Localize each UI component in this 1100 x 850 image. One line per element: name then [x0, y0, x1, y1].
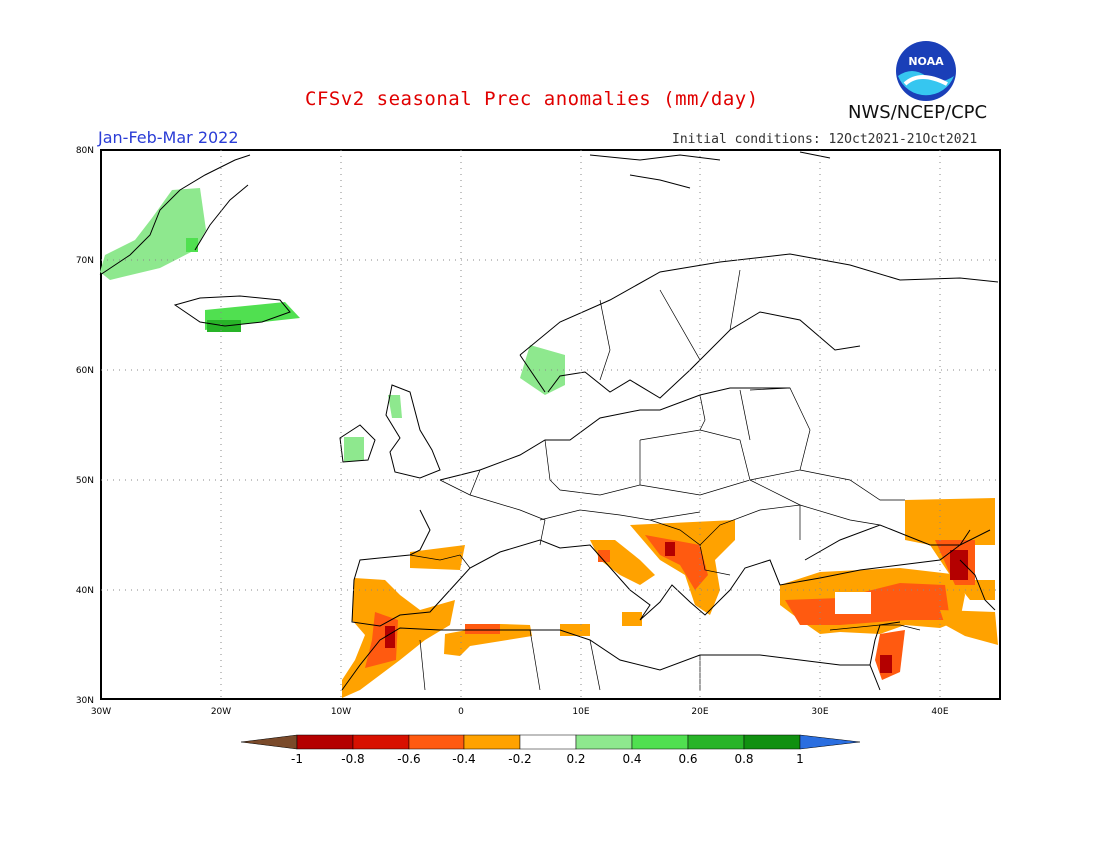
coastline-levant [869, 621, 901, 666]
wet-area-ireland [344, 437, 364, 462]
coastline-black-sea [804, 524, 971, 561]
legend-tick: 0.2 [566, 752, 585, 766]
legend-tick-labels: -1 -0.8 -0.6 -0.4 -0.2 0.2 0.4 0.6 0.8 1 [291, 752, 804, 766]
lat-label: 50N [76, 476, 94, 486]
legend-swatch [408, 734, 465, 750]
coastline-continent [351, 387, 991, 627]
border-ukraine [749, 479, 881, 526]
border-africa [419, 629, 701, 691]
border-russia [749, 387, 905, 501]
dry-area-sicily [622, 612, 642, 626]
wet-area-scotland [388, 395, 402, 418]
border-germany [544, 439, 641, 496]
legend-tick: 0.4 [622, 752, 641, 766]
dry-area-caucasus-strong [950, 550, 968, 580]
legend-tick: -0.8 [341, 752, 364, 766]
border-france [439, 469, 546, 546]
border-alps [539, 509, 701, 521]
legend-tick: -0.2 [508, 752, 531, 766]
dry-area-tunisia [560, 624, 590, 636]
wet-area-greenland-strong [186, 238, 198, 252]
coastline-britain [385, 384, 441, 479]
border-turkey [769, 559, 921, 631]
lat-label: 80N [76, 146, 94, 156]
coastline-caspian [959, 559, 996, 611]
lat-label: 40N [76, 586, 94, 596]
lon-label: 20W [211, 707, 231, 717]
lat-axis-labels: 80N 70N 60N 50N 40N 30N [76, 146, 94, 706]
dry-area-spain-north [410, 545, 465, 570]
dry-area-adriatic-strong [665, 542, 675, 556]
dry-area-iberia [342, 578, 455, 698]
lon-label: 10E [572, 707, 589, 717]
legend-swatch [352, 734, 410, 750]
lat-label: 60N [76, 366, 94, 376]
legend-swatch [575, 734, 633, 750]
dry-area-italy-mid [598, 550, 610, 562]
lon-label: 30E [811, 707, 828, 717]
legend-tick: 1 [796, 752, 804, 766]
legend-arrow-left [240, 734, 298, 750]
dry-area-gibraltar-strong [385, 626, 395, 648]
border-baltic [699, 389, 751, 441]
legend-swatch [463, 734, 521, 750]
coastline-svalbard [589, 151, 831, 189]
dry-area-algeria-mid [465, 624, 500, 634]
dry-area-levant-strong [880, 655, 892, 673]
dry-area-turkey-gap [835, 592, 871, 614]
agency-label: NWS/NCEP/CPC [848, 102, 988, 123]
lon-label: 20E [691, 707, 708, 717]
legend-swatch [687, 734, 745, 750]
legend-swatch [743, 734, 801, 750]
initial-conditions-label: Initial conditions: 12Oct2021-21Oct2021 [672, 132, 978, 147]
legend-tick: 0.6 [678, 752, 697, 766]
legend-arrow-right [799, 734, 861, 750]
legend-tick: -1 [291, 752, 303, 766]
map-title: CFSv2 seasonal Prec anomalies (mm/day) [305, 88, 759, 110]
dry-area-iraq [940, 610, 998, 645]
legend-swatch [631, 734, 689, 750]
lat-label: 30N [76, 696, 94, 706]
color-legend [240, 734, 861, 750]
period-label: Jan-Feb-Mar 2022 [98, 128, 239, 147]
coastline-iceland [173, 295, 291, 327]
country-borders [409, 269, 921, 691]
lon-axis-labels: 30W 20W 10W 0 10E 20E 30E 40E [91, 707, 949, 717]
lon-label: 0 [458, 707, 464, 717]
legend-tick: 0.8 [734, 752, 753, 766]
lon-label: 30W [91, 707, 111, 717]
legend-tick: -0.6 [397, 752, 420, 766]
lon-label: 40E [931, 707, 948, 717]
dry-area-white-gap [975, 545, 997, 580]
legend-swatch [296, 734, 354, 750]
noaa-logo-text: NOAA [908, 55, 944, 68]
dry-area-adriatic [645, 535, 708, 590]
lat-label: 70N [76, 256, 94, 266]
lon-label: 10W [331, 707, 351, 717]
noaa-logo-icon: NOAA [896, 41, 956, 101]
border-iberia [409, 554, 471, 569]
legend-swatch [519, 734, 577, 750]
coastlines [99, 151, 999, 691]
coastline-greenland [99, 154, 251, 276]
wet-area-norway [520, 345, 565, 395]
coastline-ireland [339, 424, 376, 463]
legend-tick: -0.4 [452, 752, 475, 766]
border-poland [639, 429, 751, 496]
